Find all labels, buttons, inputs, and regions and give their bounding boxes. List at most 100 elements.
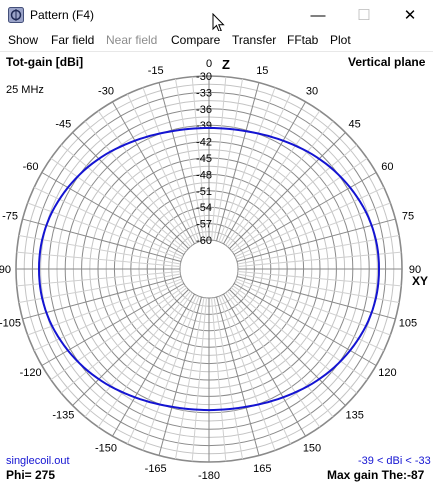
grid-spoke	[230, 287, 358, 394]
title-bar: Pattern (F4) — ☐ ✕	[0, 0, 433, 33]
db-tick-label: -57	[196, 219, 212, 231]
mouse-cursor-icon	[212, 13, 225, 33]
grid-spoke	[191, 297, 207, 462]
maximize-button[interactable]: ☐	[357, 7, 371, 24]
grid-spoke	[230, 144, 358, 251]
grid-spoke	[84, 290, 191, 418]
grid-spoke	[236, 218, 396, 262]
angle-tick-label: 135	[345, 410, 363, 422]
close-button[interactable]: ✕	[403, 7, 417, 24]
max-gain-label: Max gain The:-87	[327, 468, 425, 482]
phi-label: Phi= 275	[6, 468, 56, 482]
grid-spoke	[18, 234, 181, 265]
polar-spokes	[16, 76, 402, 462]
grid-spoke	[232, 285, 368, 381]
minimize-button[interactable]: —	[310, 7, 326, 24]
angle-tick-label: 120	[378, 367, 396, 379]
grid-spoke	[236, 276, 396, 320]
angle-tick-label: 75	[402, 211, 414, 223]
grid-spoke	[220, 93, 292, 243]
grid-spoke	[112, 101, 195, 245]
angle-tick-label: -180	[198, 470, 220, 482]
grid-spoke	[27, 278, 182, 336]
db-tick-label: -51	[196, 186, 212, 198]
plane-label: Vertical plane	[348, 55, 426, 69]
grid-spoke	[225, 292, 321, 428]
xy-axis-label: XY	[412, 274, 428, 288]
db-labels: -30 -33 -36 -39 -42 -45 -48 -51 -54 -57 -60	[196, 71, 212, 247]
grid-ring	[179, 239, 239, 299]
grid-spoke	[232, 157, 368, 253]
menu-plot[interactable]: Plot	[330, 33, 351, 47]
grid-spoke	[22, 276, 182, 320]
z-axis-label: Z	[222, 57, 230, 72]
grid-spoke	[158, 82, 202, 242]
grid-spoke	[237, 251, 402, 267]
window-title: Pattern (F4)	[30, 8, 95, 22]
grid-spoke	[60, 144, 188, 251]
grid-spoke	[233, 283, 377, 366]
menu-compare[interactable]: Compare	[171, 33, 221, 47]
grid-spoke	[223, 101, 306, 245]
grid-spoke	[22, 218, 182, 262]
gain-trace	[37, 126, 381, 412]
menu-bar: Show Far field Near field Compare Transf…	[0, 31, 433, 52]
grid-spoke	[72, 289, 189, 406]
menu-fftab[interactable]: FFtab	[287, 33, 319, 47]
menu-near-field[interactable]: Near field	[106, 33, 158, 47]
angle-labels: 0 15 30 45 60 75 90 105 120 135 150 165 -180 -165 -150…	[0, 58, 421, 482]
polar-chart: 0 15 30 45 60 75 90 105 120 135 150 165 -180 -165 -150…	[0, 57, 428, 482]
angle-tick-label: 0	[206, 58, 212, 70]
grid-spoke	[112, 293, 195, 437]
angle-tick-label: -60	[23, 161, 39, 173]
grid-spoke	[220, 295, 292, 445]
angle-tick-label: 45	[349, 118, 361, 130]
angle-tick-label: -105	[0, 317, 21, 329]
db-tick-label: -36	[196, 104, 212, 116]
angle-tick-label: -15	[148, 65, 164, 77]
grid-spoke	[41, 172, 185, 255]
grid-spoke	[16, 251, 181, 267]
angle-tick-label: 150	[303, 442, 321, 454]
grid-spoke	[97, 292, 193, 428]
grid-spoke	[211, 76, 227, 241]
gain-label: Tot-gain [dBi]	[6, 55, 84, 69]
db-tick-label: -54	[196, 202, 212, 214]
grid-spoke	[41, 283, 185, 366]
grid-spoke	[191, 76, 207, 241]
menu-transfer[interactable]: Transfer	[232, 33, 277, 47]
menu-show[interactable]: Show	[8, 33, 39, 47]
grid-spoke	[229, 289, 346, 406]
grid-spoke	[218, 87, 276, 242]
grid-spoke	[229, 132, 346, 249]
angle-tick-label: -150	[95, 442, 117, 454]
grid-spoke	[225, 110, 321, 246]
menu-far-field[interactable]: Far field	[51, 33, 95, 47]
db-tick-label: -60	[196, 235, 212, 247]
db-tick-label: -39	[196, 120, 212, 132]
grid-spoke	[84, 120, 191, 248]
grid-spoke	[213, 297, 244, 460]
filename-label: singlecoil.out	[6, 455, 70, 467]
angle-tick-label: -30	[98, 86, 114, 98]
grid-spoke	[227, 120, 334, 248]
grid-spoke	[174, 78, 205, 241]
grid-spoke	[174, 297, 205, 460]
angle-tick-label: 60	[381, 161, 393, 173]
grid-spoke	[72, 132, 189, 249]
grid-spoke	[237, 271, 402, 287]
grid-spoke	[60, 287, 188, 394]
range-label: -39 < dBi < -33	[358, 455, 431, 467]
db-tick-label: -48	[196, 169, 212, 181]
grid-spoke	[126, 295, 198, 445]
grid-spoke	[126, 93, 198, 243]
angle-tick-label: 90	[409, 264, 421, 276]
grid-spoke	[218, 296, 276, 451]
grid-spoke	[50, 285, 186, 381]
grid-spoke	[142, 296, 200, 451]
app-icon	[8, 7, 24, 23]
angle-tick-label: 15	[256, 65, 268, 77]
grid-spoke	[223, 293, 306, 437]
pattern-plot-area[interactable]: 0 15 30 45 60 75 90 105 120 135 150 165 -180 -165 -150…	[0, 52, 433, 483]
grid-spoke	[216, 296, 260, 456]
